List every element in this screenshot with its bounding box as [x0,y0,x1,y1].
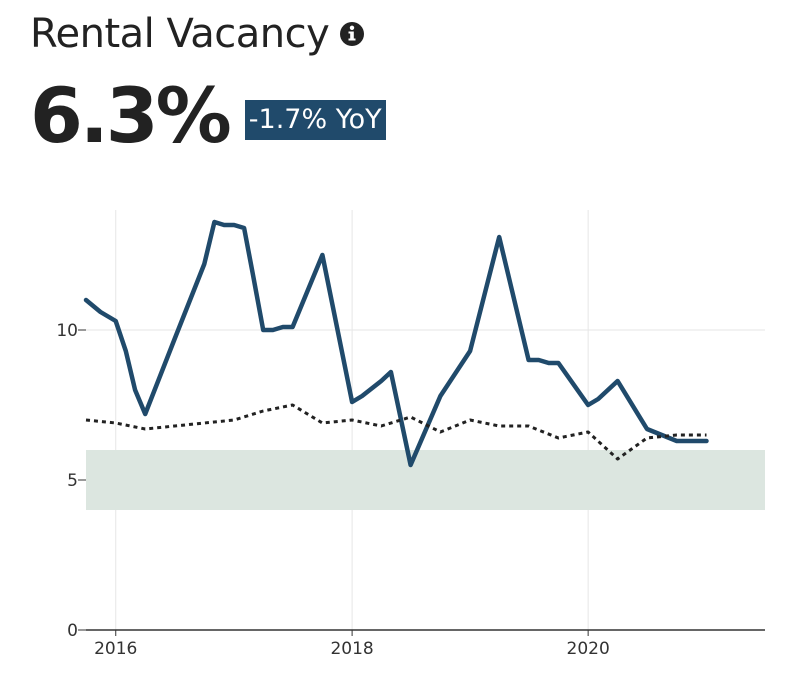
target-band-layer [86,450,765,510]
series-line-dotted [85,403,707,461]
change-badge: -1.7% YoY [244,100,386,140]
series-layer [83,219,709,468]
x-tick-label: 2016 [94,639,137,659]
chart-grid [86,210,765,630]
line-chart: 0 5 10 2016 2018 2020 [56,210,765,659]
metric-value: 6.3% [30,71,232,160]
info-circle-icon[interactable] [339,21,365,47]
y-tick-label: 5 [67,471,78,491]
title-row: Rental Vacancy [30,8,386,60]
y-tick-label: 10 [56,321,78,341]
x-tick-label: 2020 [567,639,610,659]
metric-title: Rental Vacancy [30,11,330,57]
tick-labels: 0 5 10 2016 2018 2020 [56,321,609,659]
value-row: 6.3% -1.7% YoY [30,78,386,154]
series-line-solid [83,219,709,468]
y-tick-label: 0 [67,621,78,641]
x-tick-label: 2018 [330,639,373,659]
header: Rental Vacancy 6.3% -1.7% YoY [30,8,386,154]
chart-axes [78,329,765,636]
shaded-band [86,450,765,510]
